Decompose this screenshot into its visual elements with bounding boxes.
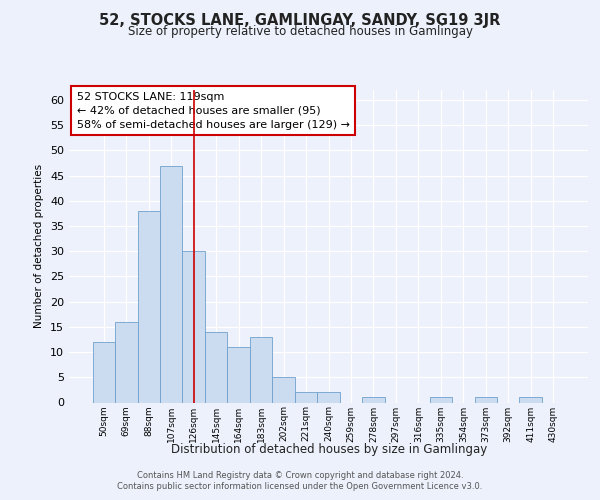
Bar [205, 332, 227, 402]
Bar [160, 166, 182, 402]
Bar [92, 342, 115, 402]
Text: Size of property relative to detached houses in Gamlingay: Size of property relative to detached ho… [128, 25, 473, 38]
Bar [182, 252, 205, 402]
Bar [430, 398, 452, 402]
Bar [362, 398, 385, 402]
Bar [227, 347, 250, 403]
Bar [115, 322, 137, 402]
Text: Contains HM Land Registry data © Crown copyright and database right 2024.: Contains HM Land Registry data © Crown c… [137, 471, 463, 480]
Text: 52 STOCKS LANE: 119sqm
← 42% of detached houses are smaller (95)
58% of semi-det: 52 STOCKS LANE: 119sqm ← 42% of detached… [77, 92, 350, 130]
Text: Distribution of detached houses by size in Gamlingay: Distribution of detached houses by size … [170, 442, 487, 456]
Bar [475, 398, 497, 402]
Bar [250, 337, 272, 402]
Y-axis label: Number of detached properties: Number of detached properties [34, 164, 44, 328]
Text: 52, STOCKS LANE, GAMLINGAY, SANDY, SG19 3JR: 52, STOCKS LANE, GAMLINGAY, SANDY, SG19 … [100, 12, 500, 28]
Bar [272, 378, 295, 402]
Text: Contains public sector information licensed under the Open Government Licence v3: Contains public sector information licen… [118, 482, 482, 491]
Bar [295, 392, 317, 402]
Bar [520, 398, 542, 402]
Bar [137, 211, 160, 402]
Bar [317, 392, 340, 402]
